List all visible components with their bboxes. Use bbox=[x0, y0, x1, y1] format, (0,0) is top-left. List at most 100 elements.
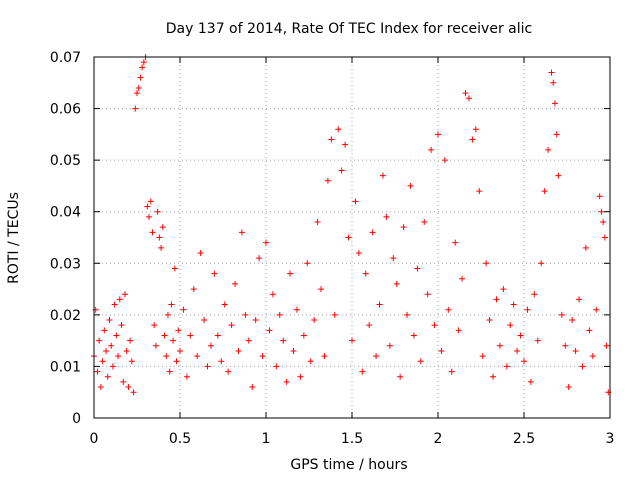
data-point bbox=[118, 322, 125, 329]
data-point bbox=[490, 373, 497, 380]
data-point bbox=[352, 198, 359, 205]
data-point bbox=[531, 291, 538, 298]
data-point bbox=[538, 260, 545, 267]
data-point bbox=[517, 332, 524, 339]
data-point bbox=[493, 296, 500, 303]
data-point bbox=[307, 358, 314, 365]
data-point bbox=[379, 172, 386, 179]
data-point bbox=[259, 353, 266, 360]
data-point bbox=[414, 265, 421, 272]
data-point bbox=[445, 306, 452, 313]
data-point bbox=[321, 353, 328, 360]
data-point bbox=[97, 384, 104, 391]
data-point bbox=[256, 255, 263, 262]
data-point bbox=[283, 378, 290, 385]
x-tick-label: 0 bbox=[90, 431, 99, 447]
data-point bbox=[593, 306, 600, 313]
x-tick-label: 0.5 bbox=[169, 431, 191, 447]
data-point bbox=[149, 229, 156, 236]
data-point bbox=[404, 311, 411, 318]
data-point bbox=[386, 342, 393, 349]
data-point bbox=[355, 249, 362, 256]
data-point bbox=[108, 342, 115, 349]
data-point bbox=[99, 358, 106, 365]
data-point bbox=[280, 337, 287, 344]
y-tick-label: 0.06 bbox=[50, 102, 81, 118]
data-point bbox=[586, 327, 593, 334]
data-point bbox=[441, 157, 448, 164]
data-point bbox=[177, 347, 183, 354]
data-point bbox=[139, 64, 146, 71]
data-point bbox=[514, 347, 521, 354]
y-tick-label: 0 bbox=[72, 411, 81, 427]
data-point bbox=[147, 198, 154, 205]
data-point bbox=[168, 301, 175, 308]
data-point bbox=[197, 249, 204, 256]
data-point bbox=[469, 136, 476, 143]
data-point bbox=[164, 311, 171, 318]
data-point bbox=[390, 255, 397, 262]
data-point bbox=[397, 373, 404, 380]
data-point bbox=[400, 224, 407, 231]
data-point bbox=[410, 332, 417, 339]
data-point bbox=[331, 311, 338, 318]
x-tick-label: 2.5 bbox=[513, 431, 535, 447]
data-point bbox=[207, 342, 214, 349]
data-point bbox=[151, 322, 158, 329]
data-point bbox=[483, 260, 490, 267]
data-point bbox=[421, 219, 428, 226]
data-point bbox=[135, 84, 142, 91]
data-point bbox=[228, 322, 235, 329]
data-point bbox=[472, 126, 479, 133]
data-point bbox=[438, 347, 445, 354]
chart-title: Day 137 of 2014, Rate Of TEC Index for r… bbox=[166, 21, 532, 37]
data-point bbox=[156, 234, 163, 241]
data-point bbox=[134, 90, 140, 97]
data-point bbox=[180, 306, 187, 313]
data-point bbox=[500, 286, 507, 293]
data-point bbox=[94, 368, 101, 375]
data-point bbox=[214, 332, 221, 339]
data-point bbox=[171, 265, 178, 272]
data-point bbox=[123, 347, 130, 354]
data-point bbox=[175, 327, 182, 334]
x-tick-label: 1 bbox=[262, 431, 271, 447]
data-point bbox=[225, 368, 232, 375]
data-point bbox=[503, 363, 510, 370]
data-point bbox=[596, 193, 603, 200]
data-point bbox=[221, 301, 228, 308]
data-point bbox=[183, 373, 190, 380]
data-point bbox=[116, 296, 123, 303]
data-point bbox=[173, 358, 180, 365]
data-point bbox=[510, 301, 517, 308]
data-point bbox=[362, 270, 369, 277]
data-point bbox=[428, 146, 435, 153]
data-point bbox=[521, 358, 527, 365]
data-point bbox=[383, 213, 390, 220]
data-point bbox=[201, 317, 208, 324]
data-point bbox=[130, 389, 137, 396]
data-point bbox=[507, 322, 514, 329]
data-point bbox=[263, 239, 269, 246]
data-point bbox=[417, 358, 424, 365]
data-point bbox=[106, 317, 113, 324]
data-point bbox=[273, 363, 280, 370]
data-point bbox=[218, 358, 225, 365]
data-point bbox=[96, 337, 103, 344]
data-point bbox=[465, 95, 472, 102]
data-point bbox=[166, 368, 173, 375]
data-point bbox=[359, 368, 366, 375]
data-point bbox=[555, 172, 562, 179]
data-point bbox=[459, 275, 466, 282]
data-point bbox=[603, 342, 610, 349]
data-point bbox=[562, 342, 569, 349]
data-point bbox=[293, 306, 300, 313]
data-point bbox=[324, 177, 331, 184]
data-point bbox=[373, 353, 380, 360]
data-point bbox=[479, 353, 486, 360]
data-point bbox=[589, 353, 596, 360]
y-tick-label: 0.05 bbox=[50, 153, 81, 169]
data-point bbox=[486, 317, 493, 324]
data-point bbox=[553, 131, 560, 138]
